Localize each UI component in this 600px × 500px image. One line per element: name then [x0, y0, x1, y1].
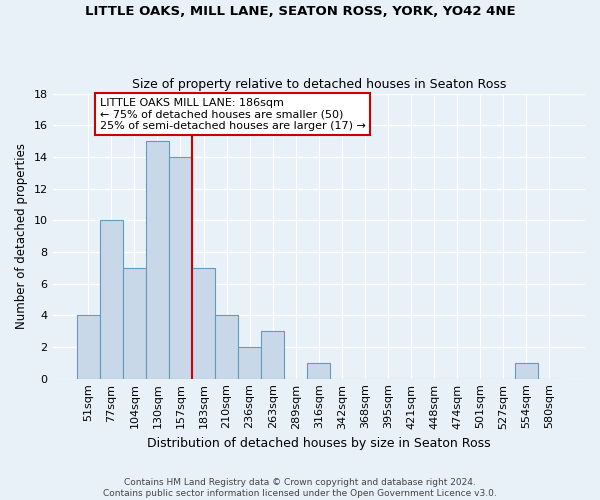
Bar	[192, 268, 215, 378]
Bar	[307, 363, 330, 378]
X-axis label: Distribution of detached houses by size in Seaton Ross: Distribution of detached houses by size …	[147, 437, 491, 450]
Text: LITTLE OAKS, MILL LANE, SEATON ROSS, YORK, YO42 4NE: LITTLE OAKS, MILL LANE, SEATON ROSS, YOR…	[85, 5, 515, 18]
Bar	[146, 141, 169, 378]
Text: LITTLE OAKS MILL LANE: 186sqm
← 75% of detached houses are smaller (50)
25% of s: LITTLE OAKS MILL LANE: 186sqm ← 75% of d…	[100, 98, 365, 130]
Bar	[261, 331, 284, 378]
Title: Size of property relative to detached houses in Seaton Ross: Size of property relative to detached ho…	[131, 78, 506, 91]
Bar	[77, 316, 100, 378]
Text: Contains HM Land Registry data © Crown copyright and database right 2024.
Contai: Contains HM Land Registry data © Crown c…	[103, 478, 497, 498]
Bar	[215, 316, 238, 378]
Bar	[515, 363, 538, 378]
Bar	[238, 347, 261, 378]
Y-axis label: Number of detached properties: Number of detached properties	[15, 143, 28, 329]
Bar	[123, 268, 146, 378]
Bar	[100, 220, 123, 378]
Bar	[169, 157, 192, 378]
